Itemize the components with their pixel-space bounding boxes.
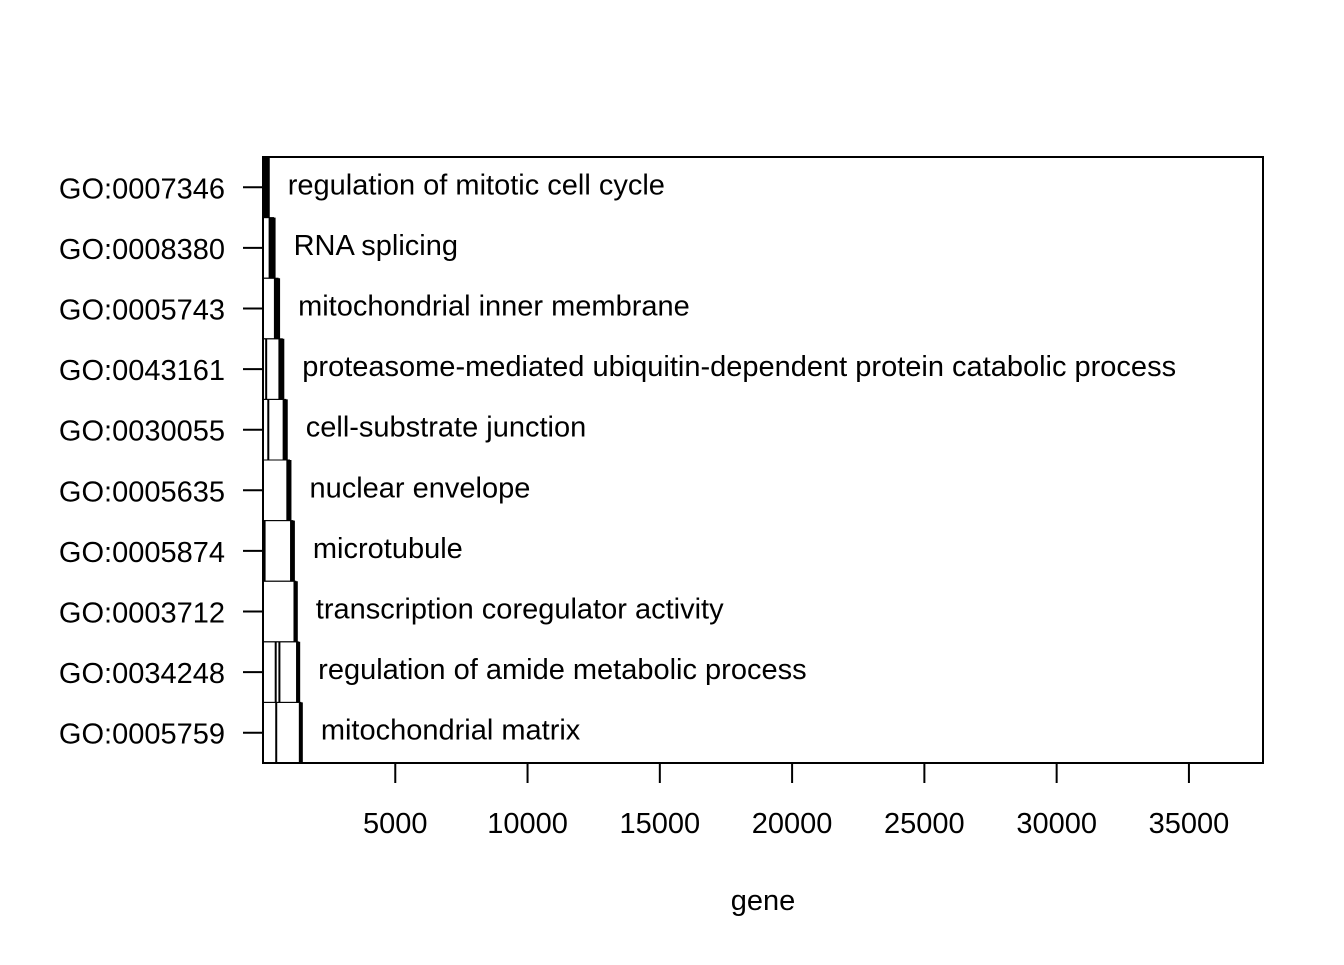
- row-box: [262, 520, 294, 582]
- x-tick-label: 35000: [1149, 808, 1230, 840]
- row-GO-0034248: GO:0034248 regulation of amide metabolic …: [59, 641, 807, 703]
- y-tick-label: GO:0003712: [59, 598, 225, 630]
- term-label: proteasome-mediated ubiquitin-dependent …: [302, 351, 1176, 383]
- x-tick-label: 10000: [487, 808, 568, 840]
- y-tick-label: GO:0034248: [59, 658, 225, 690]
- term-label: mitochondrial inner membrane: [298, 291, 690, 323]
- y-tick-label: GO:0005874: [59, 537, 225, 569]
- row-GO-0005743: GO:0005743 mitochondrial inner membrane: [59, 277, 690, 340]
- term-label: RNA splicing: [294, 230, 458, 262]
- term-label: mitochondrial matrix: [321, 715, 581, 747]
- term-label: regulation of mitotic cell cycle: [288, 169, 665, 201]
- row-box: [262, 641, 299, 703]
- term-label: microtubule: [313, 533, 463, 565]
- y-tick-label: GO:0005635: [59, 476, 225, 508]
- x-tick-label: 15000: [619, 808, 700, 840]
- row-box: [262, 398, 287, 461]
- row-GO-0005759: GO:0005759 mitochondrial matrix: [59, 701, 581, 764]
- row-box: [262, 459, 290, 522]
- x-axis-label: gene: [731, 885, 796, 917]
- row-box: [262, 701, 302, 764]
- x-tick-label: 30000: [1016, 808, 1097, 840]
- term-label: cell-substrate junction: [306, 412, 586, 444]
- y-tick-label: GO:0007346: [59, 173, 225, 205]
- x-tick-label: 25000: [884, 808, 965, 840]
- row-GO-0030055: GO:0030055 cell-substrate junction: [59, 398, 586, 461]
- y-tick-label: GO:0043161: [59, 355, 225, 387]
- row-box: [262, 580, 297, 643]
- row-GO-0043161: GO:0043161 proteasome-mediated ubiquitin-…: [59, 338, 1176, 400]
- y-tick-label: GO:0030055: [59, 416, 225, 448]
- y-tick-label: GO:0008380: [59, 234, 225, 266]
- y-tick-label: GO:0005759: [59, 719, 225, 751]
- term-label: nuclear envelope: [309, 472, 530, 504]
- term-label: regulation of amide metabolic process: [318, 654, 806, 686]
- x-axis: 5000 10000 15000 20000 25000 30000 35000: [363, 763, 1229, 840]
- x-tick-label: 20000: [752, 808, 833, 840]
- row-GO-0007346: GO:0007346 regulation of mitotic cell cyc…: [59, 156, 665, 219]
- row-GO-0008380: GO:0008380 RNA splicing: [59, 217, 458, 279]
- term-label: transcription coregulator activity: [316, 594, 724, 626]
- row-GO-0003712: GO:0003712 transcription coregulator acti…: [59, 580, 724, 643]
- x-tick-label: 5000: [363, 808, 428, 840]
- row-GO-0005635: GO:0005635 nuclear envelope: [59, 459, 530, 522]
- row-GO-0005874: GO:0005874 microtubule: [59, 520, 463, 582]
- y-tick-label: GO:0005743: [59, 295, 225, 327]
- rows-layer: GO:0007346 regulation of mitotic cell cyc…: [59, 156, 1176, 764]
